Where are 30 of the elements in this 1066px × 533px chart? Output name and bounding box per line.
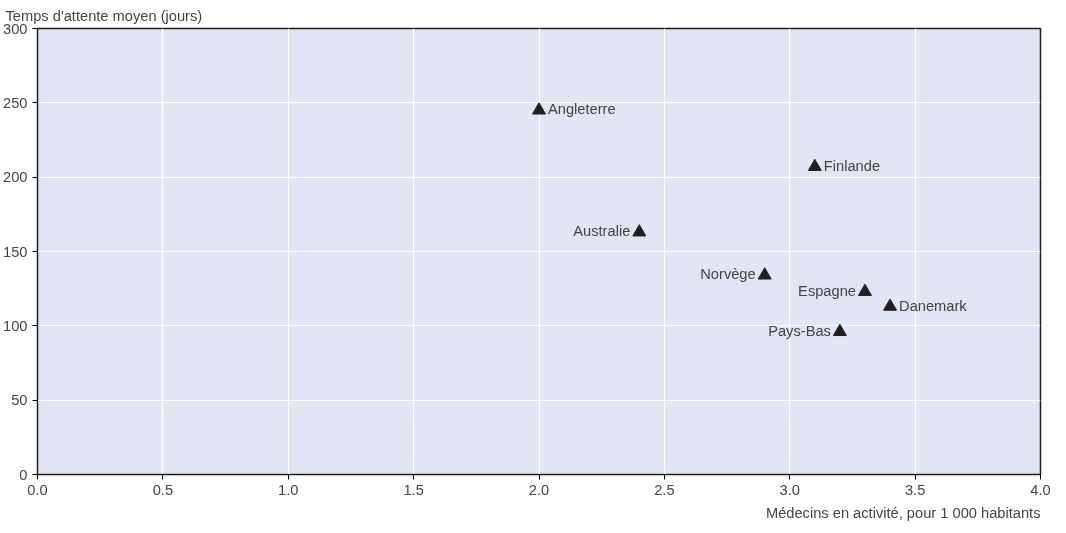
- point: [857, 283, 872, 296]
- point: [807, 158, 822, 172]
- x-tick-label: 2.0: [528, 481, 550, 498]
- x-tick-label: 2.5: [654, 481, 675, 498]
- point: [632, 224, 647, 237]
- x-tick-label: 0.5: [152, 481, 174, 498]
- y-tick-label: 50: [11, 392, 28, 409]
- x-tick-label: 0.0: [27, 481, 48, 498]
- y-tick-label: 250: [3, 94, 28, 111]
- x-tick-label: 1.5: [403, 481, 424, 498]
- x-tick-label: 3.0: [779, 481, 800, 498]
- point: [532, 102, 546, 115]
- point: [883, 298, 898, 311]
- y-tick-label: 100: [3, 317, 28, 334]
- point: [832, 323, 847, 337]
- annotation: Australie: [573, 223, 631, 240]
- x-tick-label: 4.0: [1030, 481, 1051, 498]
- annotation: Pays-Bas: [768, 322, 831, 339]
- x-tick-label: 1.0: [278, 481, 299, 498]
- annotation: Espagne: [798, 282, 856, 299]
- y-tick-label: 0: [19, 466, 28, 483]
- y-tick-label: 200: [3, 169, 28, 186]
- x-tick-label: 3.5: [904, 481, 926, 498]
- y-tick-label: 150: [3, 243, 28, 260]
- annotation: Danemark: [899, 297, 968, 314]
- x-axis-title: Médecins en activité, pour 1 000 habitants: [765, 504, 1041, 521]
- annotation: Angleterre: [548, 101, 616, 118]
- point: [757, 267, 772, 280]
- annotation: Norvège: [700, 266, 756, 283]
- annotation: Finlande: [823, 157, 881, 174]
